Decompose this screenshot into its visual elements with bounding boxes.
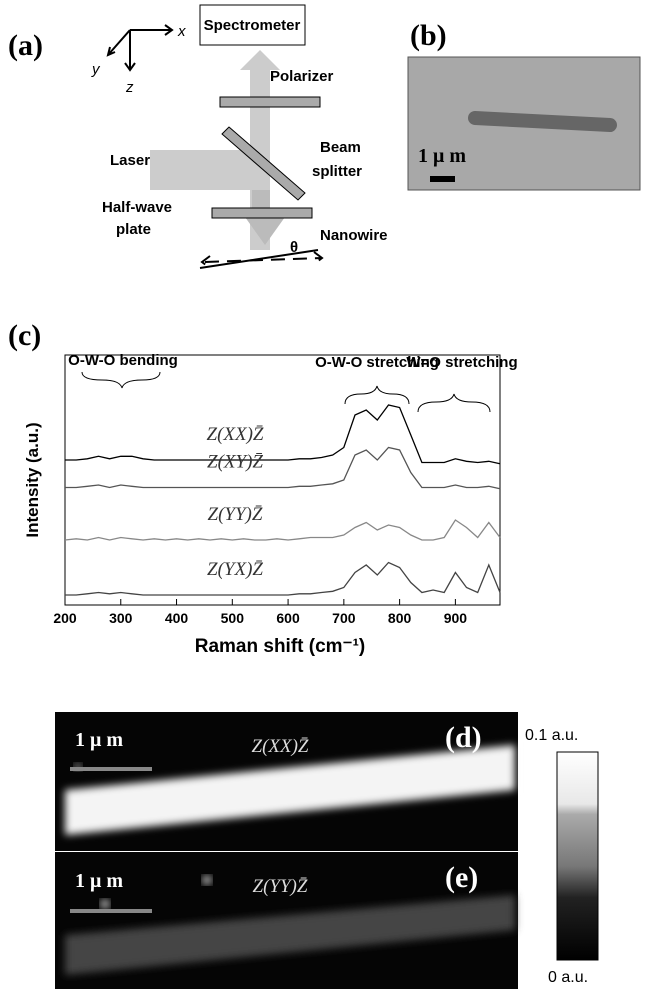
series-label: Z(YY)Z̄ — [208, 504, 263, 525]
nanowire-image — [468, 111, 617, 132]
polarization: Z(YY)Z̄ — [253, 876, 308, 897]
colorbar-max: 0.1 a.u. — [525, 727, 578, 744]
scale-bar — [70, 767, 152, 771]
scale-bar — [70, 909, 152, 913]
colorbar — [556, 751, 599, 961]
polarization-arrow — [200, 251, 324, 269]
series-label: Z(XY)Z̄ — [207, 452, 263, 473]
axis-x: x — [177, 23, 186, 40]
brace — [81, 371, 161, 389]
panel-label: (d) — [445, 721, 482, 754]
panel-b: (b) 1 μ m — [407, 19, 641, 191]
x-tick-label: 900 — [444, 610, 468, 626]
x-axis-label: Raman shift (cm⁻¹) — [195, 636, 366, 657]
spectrum — [64, 519, 501, 541]
series-label: Z(XX)Z̄ — [207, 424, 264, 445]
polarizer — [219, 96, 321, 108]
plot-frame — [64, 354, 501, 606]
spot — [202, 875, 212, 885]
annotation: W=O stretching — [406, 354, 517, 371]
scale-bar — [430, 176, 455, 182]
x-tick-label: 200 — [53, 610, 77, 626]
brace — [417, 393, 491, 413]
panel-label: (a) — [8, 29, 43, 62]
nanowire — [199, 249, 319, 269]
panel-e: 1 μ m Z(YY)Z̄ (e) — [55, 852, 518, 989]
panel-label: (b) — [410, 19, 447, 52]
label: Nanowire — [320, 227, 388, 244]
colorbar-min: 0 a.u. — [548, 969, 588, 986]
x-tick-label: 300 — [109, 610, 133, 626]
x-tick-label: 700 — [332, 610, 356, 626]
label: Laser — [110, 152, 150, 169]
nanowire-map — [65, 895, 515, 975]
angle: θ — [290, 239, 298, 256]
label: Beam — [320, 139, 361, 156]
beam-splitter — [221, 126, 306, 201]
axis-y: y — [91, 61, 101, 78]
label: splitter — [312, 163, 362, 180]
scale-label: 1 μ m — [418, 145, 466, 167]
label: Spectrometer — [204, 17, 301, 34]
x-tick-label: 400 — [165, 610, 189, 626]
panel-c: (c) Intensity (a.u.) Raman shift (cm⁻¹) … — [8, 319, 518, 657]
half-wave-plate — [211, 207, 313, 219]
annotation: O-W-O stretching — [315, 354, 439, 371]
spectrum — [65, 561, 501, 596]
laser-beam — [150, 150, 265, 190]
spot — [100, 899, 110, 909]
scale-label: 1 μ m — [75, 729, 123, 751]
label: plate — [116, 221, 151, 238]
panel-label: (e) — [445, 861, 478, 894]
spectrometer-box — [199, 4, 306, 46]
scale-label: 1 μ m — [75, 870, 123, 892]
spectrum — [65, 404, 501, 465]
label: Polarizer — [270, 68, 334, 85]
spectrum — [65, 446, 501, 490]
series-label: Z(YX)Z̄ — [207, 559, 263, 580]
label: Half-wave — [102, 199, 172, 216]
panel-label: (c) — [8, 319, 41, 352]
annotation: O-W-O bending — [68, 352, 178, 369]
axis-z: z — [125, 79, 134, 96]
y-axis-label: Intensity (a.u.) — [23, 422, 42, 537]
nanowire-map — [65, 745, 515, 835]
x-tick-label: 500 — [221, 610, 245, 626]
polarization: Z(XX)Z̄ — [252, 736, 309, 757]
brace — [344, 385, 410, 405]
x-tick-label: 600 — [276, 610, 300, 626]
axes-glyph — [106, 24, 174, 72]
panel-a: (a) x y z Spectrometer Polarizer Beam sp… — [8, 4, 388, 269]
x-tick-label: 800 — [388, 610, 412, 626]
panel-d: 1 μ m Z(XX)Z̄ (d) — [55, 712, 518, 851]
